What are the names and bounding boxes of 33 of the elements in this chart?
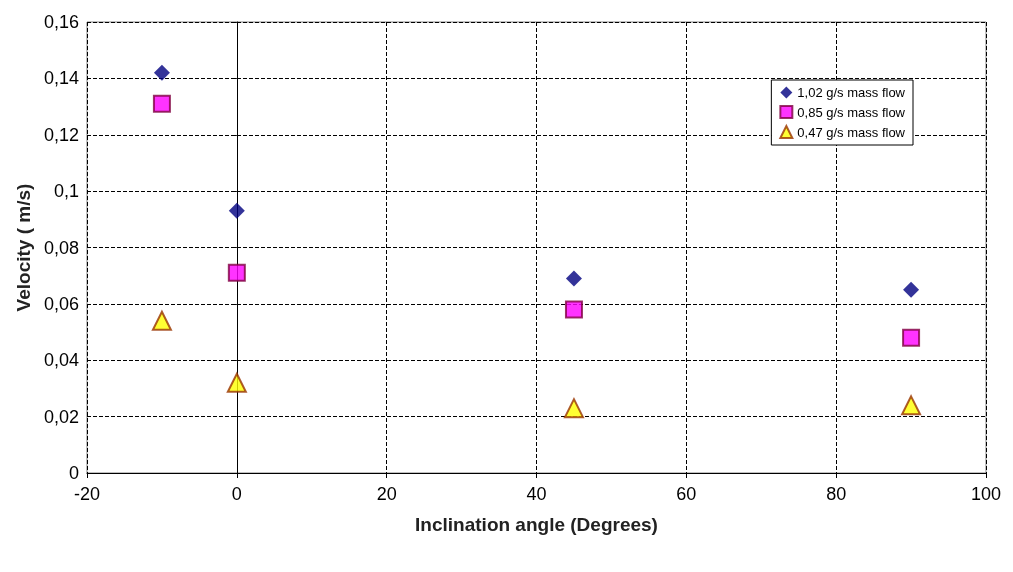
point (228, 202, 245, 219)
y-tick-label: 0,14 (43, 68, 79, 89)
y-tick-label: 0,08 (43, 237, 79, 258)
x-tick-label: 100 (970, 484, 1002, 504)
point (152, 94, 171, 113)
point (563, 398, 584, 419)
point (151, 310, 172, 331)
y-tick-label: 0,04 (43, 350, 79, 371)
y-tick-label: 0 (68, 463, 79, 483)
x-tick-label: 60 (676, 484, 697, 504)
point (226, 372, 247, 393)
x-tick-label: 40 (526, 484, 547, 504)
y-tick-label: 0,06 (43, 293, 79, 314)
point (564, 300, 583, 319)
x-tick-label: -20 (73, 484, 101, 504)
point (901, 395, 922, 416)
legend-label: 1,02 g/s mass flow (797, 85, 906, 100)
point (565, 270, 582, 287)
y-tick-label: 0,02 (43, 406, 79, 427)
x-tick-label: 20 (376, 484, 397, 504)
y-tick-label: 0,1 (53, 181, 79, 202)
point (153, 64, 170, 81)
x-tick-label: 0 (231, 484, 242, 504)
point (902, 328, 921, 347)
point (227, 263, 246, 282)
x-tick-label: 80 (826, 484, 847, 504)
x-axis-title: Inclination angle (Degrees) (415, 514, 658, 535)
legend-label: 0,47 g/s mass flow (797, 124, 906, 140)
legend-label: 0,85 g/s mass flow (797, 104, 906, 120)
point (903, 281, 920, 298)
y-axis-title: Velocity ( m/s) (13, 183, 35, 312)
y-tick-label: 0,12 (43, 124, 79, 145)
y-tick-label: 0,16 (43, 12, 79, 32)
